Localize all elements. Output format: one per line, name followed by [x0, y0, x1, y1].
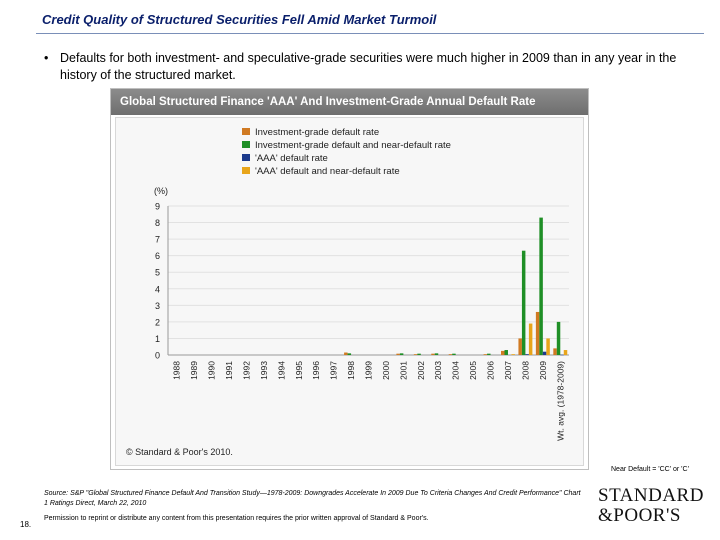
- legend-label: Investment-grade default and near-defaul…: [255, 140, 451, 151]
- title-divider: [36, 33, 704, 34]
- y-tick-label: 1: [155, 334, 160, 344]
- bar: [511, 354, 515, 355]
- chart-panel: Global Structured Finance 'AAA' And Inve…: [110, 88, 589, 470]
- bar: [487, 353, 491, 355]
- x-tick-label: Wt. avg. (1978-2009): [555, 361, 565, 441]
- bar: [560, 354, 564, 356]
- legend-swatch: [242, 128, 250, 135]
- bar: [563, 350, 568, 355]
- bar: [399, 353, 404, 355]
- source-citation: Source: S&P "Global Structured Finance D…: [44, 490, 581, 507]
- bar: [417, 353, 421, 355]
- x-tick-label: 1999: [364, 361, 374, 380]
- bar: [344, 352, 348, 355]
- y-tick-label: 8: [155, 218, 160, 228]
- x-tick-label: 1988: [172, 361, 182, 380]
- x-tick-label: 1992: [241, 361, 251, 380]
- bar: [434, 353, 439, 355]
- x-tick-label: 2007: [503, 361, 513, 380]
- y-tick-label: 5: [155, 268, 160, 278]
- x-tick-label: 2000: [381, 361, 391, 380]
- y-tick-label: 9: [155, 202, 160, 212]
- bar: [452, 353, 456, 355]
- bar: [521, 250, 526, 355]
- bar: [483, 354, 488, 355]
- y-tick-label: 6: [155, 251, 160, 261]
- standard-and-poors-logo: STANDARD &POOR'S: [598, 486, 708, 526]
- x-tick-label: 2006: [486, 361, 496, 380]
- x-tick-label: 2003: [433, 361, 443, 380]
- bar: [528, 323, 533, 355]
- x-tick-label: 1998: [346, 361, 356, 380]
- chart-copyright: © Standard & Poor's 2010.: [126, 447, 233, 457]
- slide-title: Credit Quality of Structured Securities …: [42, 12, 437, 27]
- bar: [542, 351, 547, 355]
- x-tick-label: 2002: [416, 361, 426, 380]
- bar: [546, 338, 550, 355]
- bullet-point: • Defaults for both investment- and spec…: [44, 50, 684, 84]
- x-tick-label: 1997: [329, 361, 339, 380]
- bar: [556, 321, 561, 355]
- legend-swatch: [242, 141, 250, 148]
- legend-label: 'AAA' default and near-default rate: [255, 166, 400, 177]
- bar: [396, 353, 400, 355]
- y-tick-label: 7: [155, 235, 160, 245]
- x-tick-label: 1995: [294, 361, 304, 380]
- y-tick-label: 2: [155, 317, 160, 327]
- bar: [539, 217, 543, 355]
- bar: [431, 353, 435, 355]
- x-tick-label: 1996: [311, 361, 321, 380]
- x-tick-label: 2009: [538, 361, 548, 380]
- bar: [535, 311, 540, 355]
- x-tick-label: 1994: [276, 361, 286, 380]
- x-tick-label: 2008: [520, 361, 530, 380]
- bar: [553, 348, 557, 355]
- chart-body: Investment-grade default rate Investment-…: [115, 117, 584, 466]
- x-tick-label: 2004: [451, 361, 461, 380]
- logo-line-2: &POOR'S: [598, 505, 681, 526]
- bar: [501, 350, 505, 355]
- y-tick-label: 4: [155, 284, 160, 294]
- legend-swatch: [242, 154, 250, 161]
- bullet-text: Defaults for both investment- and specul…: [60, 51, 677, 82]
- bar: [448, 354, 453, 355]
- x-tick-label: 1991: [224, 361, 234, 380]
- logo-line-1: STANDARD: [598, 485, 704, 506]
- bar: [504, 350, 508, 355]
- x-tick-label: 2005: [468, 361, 478, 380]
- x-tick-label: 1990: [207, 361, 217, 380]
- legend-swatch: [242, 167, 250, 174]
- page-number: 18.: [20, 520, 32, 529]
- y-axis-label: (%): [154, 186, 168, 196]
- bar: [518, 338, 522, 355]
- x-tick-label: 1993: [259, 361, 269, 380]
- y-tick-label: 3: [155, 301, 160, 311]
- bar: [525, 354, 529, 355]
- x-tick-label: 2001: [398, 361, 408, 380]
- y-tick-label: 0: [155, 351, 160, 361]
- near-default-note: Near Default = 'CC' or 'C': [611, 466, 689, 473]
- chart-title: Global Structured Finance 'AAA' And Inve…: [111, 89, 588, 115]
- bar: [413, 354, 418, 355]
- bullet-symbol: •: [44, 51, 49, 65]
- legend-label: 'AAA' default rate: [255, 153, 328, 164]
- bar-chart: Investment-grade default rate Investment-…: [126, 127, 569, 457]
- permission-note: Permission to reprint or distribute any …: [44, 515, 429, 522]
- bar: [347, 353, 352, 355]
- legend-label: Investment-grade default rate: [255, 127, 379, 138]
- x-tick-label: 1989: [189, 361, 199, 380]
